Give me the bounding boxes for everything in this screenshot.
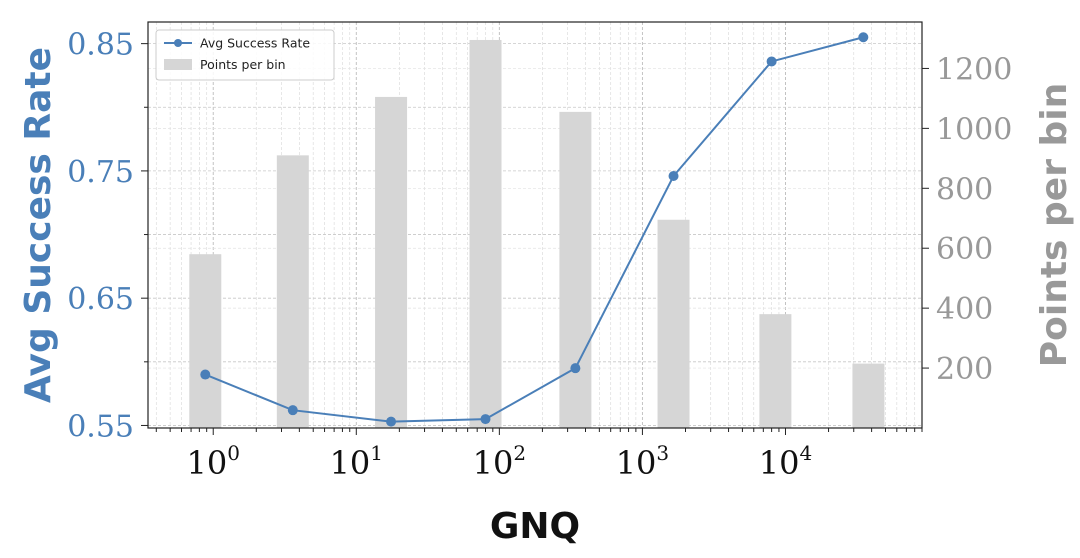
legend-entry-line: Avg Success Rate (164, 36, 310, 51)
right-axis-ticks: 200 400 600 800 1000 1200 (922, 52, 1012, 387)
success-rate-point-6 (766, 56, 777, 67)
left-axis-label: Avg Success Rate (18, 47, 59, 403)
right-tick-label-5: 1200 (936, 52, 1012, 87)
x-axis-ticks: 100 101 102 103 104 (155, 428, 923, 482)
left-tick-label-2: 0.75 (67, 155, 134, 190)
line-series (200, 32, 869, 427)
bar-7 (852, 363, 885, 428)
bar-5 (657, 219, 690, 428)
legend-box (155, 29, 335, 81)
x-axis-label: GNQ (490, 506, 580, 547)
success-rate-point-2 (386, 416, 397, 427)
success-rate-point-3 (480, 414, 491, 425)
success-rate-point-5 (668, 171, 679, 181)
right-tick-label-1: 400 (936, 292, 993, 327)
grid-lines (148, 22, 923, 428)
bar-6 (759, 314, 792, 428)
left-tick-label-3: 0.85 (67, 28, 134, 63)
bar-0 (189, 254, 222, 428)
x-tick-label-1: 101 (330, 441, 383, 482)
legend-entry-bar: Points per bin (164, 57, 286, 72)
x-tick-label-0: 100 (187, 441, 240, 482)
legend: Avg Success Rate Points per bin (155, 29, 335, 81)
bar-4 (559, 111, 592, 429)
legend-line-marker (174, 39, 182, 47)
right-tick-label-3: 800 (936, 172, 993, 207)
success-rate-point-7 (858, 32, 869, 43)
left-axis-ticks: 0.55 0.65 0.75 0.85 (67, 28, 148, 444)
success-rate-point-1 (287, 405, 298, 416)
x-tick-label-4: 104 (759, 441, 812, 482)
bar-1 (276, 155, 309, 428)
success-rate-point-4 (570, 363, 581, 374)
x-tick-label-3: 103 (616, 441, 669, 482)
legend-bar-swatch (164, 59, 192, 70)
bar-3 (469, 39, 502, 429)
bar-series (189, 39, 885, 429)
right-axis-label: Points per bin (1034, 83, 1075, 367)
legend-bar-label: Points per bin (200, 57, 286, 72)
x-tick-label-2: 102 (473, 441, 526, 482)
left-tick-label-0: 0.55 (67, 409, 134, 444)
success-rate-point-0 (200, 369, 211, 380)
right-tick-label-4: 1000 (936, 112, 1012, 147)
plot-frame (147, 21, 923, 429)
success-rate-line (204, 36, 864, 423)
bar-2 (375, 96, 408, 428)
right-tick-label-2: 600 (936, 232, 993, 267)
left-tick-label-1: 0.65 (67, 282, 134, 317)
right-tick-label-0: 200 (936, 352, 993, 387)
legend-line-label: Avg Success Rate (200, 36, 310, 51)
